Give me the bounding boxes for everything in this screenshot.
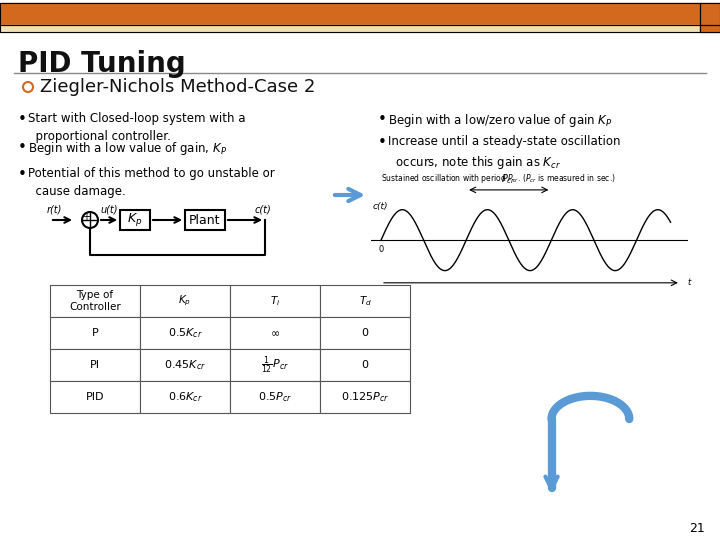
Bar <box>50 349 140 381</box>
Text: Sustained oscillation with period $P_{cr}$. ($P_{cr}$ is measured in sec.): Sustained oscillation with period $P_{cr… <box>381 172 616 185</box>
Bar <box>140 285 230 317</box>
Bar <box>700 25 720 32</box>
Text: $P_{cr}$: $P_{cr}$ <box>501 172 516 186</box>
Text: $0.125P_{cr}$: $0.125P_{cr}$ <box>341 390 390 404</box>
Bar <box>320 285 410 317</box>
Text: $0.5P_{cr}$: $0.5P_{cr}$ <box>258 390 292 404</box>
FancyBboxPatch shape <box>120 210 150 230</box>
Bar <box>230 349 320 381</box>
Text: Begin with a low value of gain, $K_P$: Begin with a low value of gain, $K_P$ <box>28 140 227 157</box>
Text: •: • <box>18 167 27 182</box>
Text: $\frac{1}{12}P_{cr}$: $\frac{1}{12}P_{cr}$ <box>261 354 289 376</box>
Text: $T_i$: $T_i$ <box>270 294 280 308</box>
Bar <box>230 285 320 317</box>
Bar <box>50 285 140 317</box>
Text: P: P <box>91 328 99 338</box>
Text: 0: 0 <box>379 245 384 254</box>
Bar <box>0 3 700 25</box>
Text: 0: 0 <box>361 328 369 338</box>
Text: Increase until a steady-state oscillation
  occurs, note this gain as $K_{cr}$: Increase until a steady-state oscillatio… <box>388 135 621 171</box>
Text: $0.45K_{cr}$: $0.45K_{cr}$ <box>164 358 206 372</box>
Text: u(t): u(t) <box>100 204 118 214</box>
Text: Ziegler-Nichols Method-Case 2: Ziegler-Nichols Method-Case 2 <box>40 78 315 96</box>
Text: 0: 0 <box>361 360 369 370</box>
Bar <box>320 349 410 381</box>
Text: +: + <box>82 212 90 222</box>
Text: PID: PID <box>86 392 104 402</box>
Text: Type of
Controller: Type of Controller <box>69 290 121 312</box>
Bar <box>0 25 700 32</box>
Text: t: t <box>688 278 691 287</box>
Text: PID Tuning: PID Tuning <box>18 50 186 78</box>
Text: c(t): c(t) <box>255 204 271 214</box>
Bar <box>140 317 230 349</box>
Bar <box>320 381 410 413</box>
Text: $\infty$: $\infty$ <box>270 328 280 338</box>
Text: •: • <box>378 112 387 127</box>
Text: $0.6K_{cr}$: $0.6K_{cr}$ <box>168 390 202 404</box>
Text: Start with Closed-loop system with a
  proportional controller.: Start with Closed-loop system with a pro… <box>28 112 246 143</box>
Text: Plant: Plant <box>189 213 221 226</box>
Bar <box>50 381 140 413</box>
Bar <box>700 3 720 25</box>
Text: $T_d$: $T_d$ <box>359 294 372 308</box>
Text: PI: PI <box>90 360 100 370</box>
Text: $K_p$: $K_p$ <box>179 294 192 308</box>
Bar <box>50 317 140 349</box>
Text: Begin with a low/zero value of gain $K_P$: Begin with a low/zero value of gain $K_P… <box>388 112 613 129</box>
Text: c(t): c(t) <box>372 202 388 211</box>
FancyBboxPatch shape <box>185 210 225 230</box>
Text: $K_p$: $K_p$ <box>127 212 143 228</box>
Bar <box>140 349 230 381</box>
Text: Potential of this method to go unstable or
  cause damage.: Potential of this method to go unstable … <box>28 167 275 198</box>
Text: 21: 21 <box>689 522 705 535</box>
Text: r(t): r(t) <box>47 204 63 214</box>
Text: •: • <box>18 112 27 127</box>
Bar <box>140 381 230 413</box>
Bar <box>320 317 410 349</box>
Bar <box>230 381 320 413</box>
Text: $0.5K_{cr}$: $0.5K_{cr}$ <box>168 326 202 340</box>
Text: •: • <box>378 135 387 150</box>
Text: •: • <box>18 140 27 155</box>
Bar <box>230 317 320 349</box>
